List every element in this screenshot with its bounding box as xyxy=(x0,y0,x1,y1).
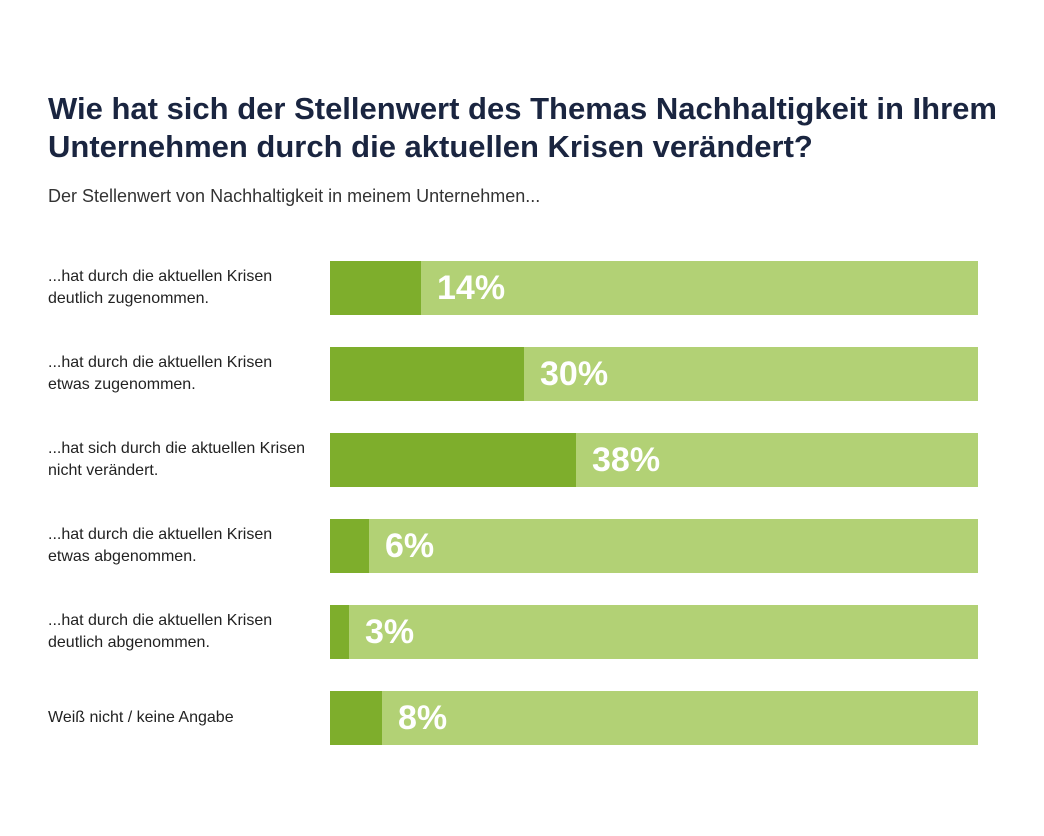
value-label: 38% xyxy=(592,441,661,479)
value-label: 30% xyxy=(540,355,609,393)
value-label: 6% xyxy=(385,527,435,565)
bar-fill xyxy=(330,691,382,745)
chart-subtitle: Der Stellenwert von Nachhaltigkeit in me… xyxy=(48,186,541,206)
value-label: 14% xyxy=(437,269,506,307)
bar-track: 38% xyxy=(330,433,978,487)
category-label: ...hat durch die aktuellen Krisen deutli… xyxy=(48,612,273,651)
bar-row: ...hat sich durch die aktuellen Krisen n… xyxy=(0,433,1044,487)
value-label: 3% xyxy=(365,613,415,651)
category-label: ...hat durch die aktuellen Krisen etwas … xyxy=(48,526,273,565)
bar-row: ...hat durch die aktuellen Krisen deutli… xyxy=(0,605,1044,659)
bar-row: Weiß nicht / keine Angabe 8% xyxy=(0,691,1044,745)
category-label: Weiß nicht / keine Angabe xyxy=(48,709,234,726)
bar-row: ...hat durch die aktuellen Krisen etwas … xyxy=(0,519,1044,573)
bar-row: ...hat durch die aktuellen Krisen etwas … xyxy=(0,347,1044,401)
category-label: ...hat durch die aktuellen Krisen deutli… xyxy=(48,268,273,307)
bar-fill xyxy=(330,605,349,659)
bar-track: 8% xyxy=(330,691,978,745)
bar-row: ...hat durch die aktuellen Krisen deutli… xyxy=(0,261,1044,315)
bar-fill xyxy=(330,519,369,573)
bar-fill xyxy=(330,433,576,487)
bar-track: 14% xyxy=(330,261,978,315)
bar-fill xyxy=(330,261,421,315)
bar-track: 30% xyxy=(330,347,978,401)
bar-fill xyxy=(330,347,524,401)
bar-track: 6% xyxy=(330,519,978,573)
chart-title: Wie hat sich der Stellenwert des Themas … xyxy=(48,91,997,164)
bar-track: 3% xyxy=(330,605,978,659)
category-label: ...hat durch die aktuellen Krisen etwas … xyxy=(48,354,273,393)
category-label: ...hat sich durch die aktuellen Krisen n… xyxy=(48,440,306,479)
value-label: 8% xyxy=(398,699,448,737)
